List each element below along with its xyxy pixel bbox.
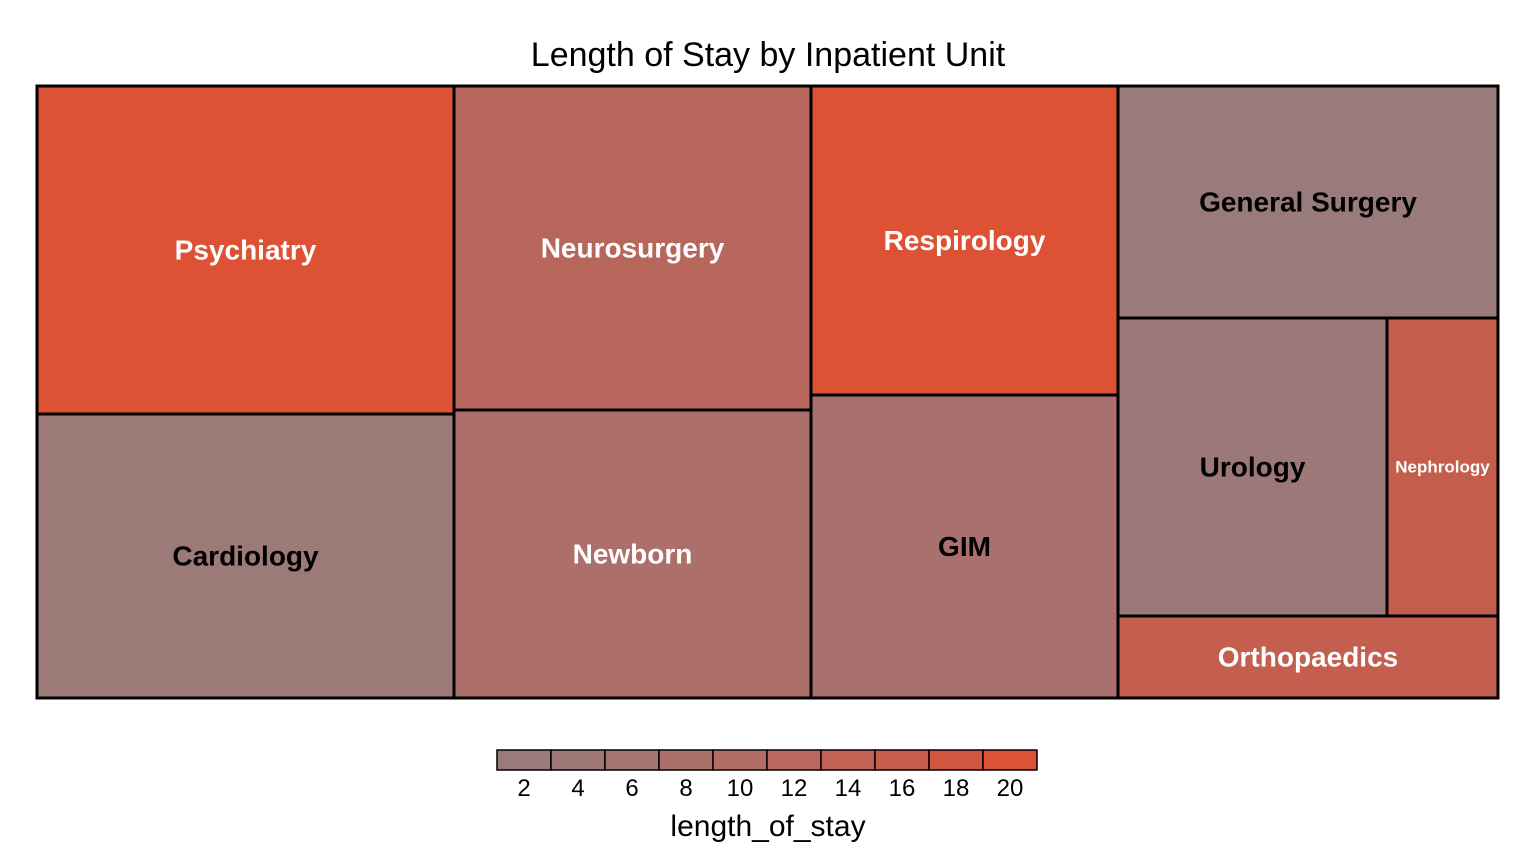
tile-label-general-surgery: General Surgery [1199,187,1417,218]
treemap-tiles: Psychiatry Cardiology Neurosurgery Newborn R… [35,84,1500,700]
tile-label-respirology: Respirology [884,225,1046,256]
legend-tick-label: 14 [835,775,862,802]
legend-swatch [658,749,714,771]
tile-cardiology [35,412,456,700]
legend-tick-label: 4 [571,775,584,802]
legend-tick-label: 6 [625,775,638,802]
tile-label-orthopaedics: Orthopaedics [1218,642,1398,673]
color-legend: 2 4 6 8 10 12 14 16 18 20 [496,749,1038,802]
legend-swatch [712,749,768,771]
tile-label-newborn: Newborn [573,539,693,570]
legend-swatch [982,749,1038,771]
legend-swatch [874,749,930,771]
legend-swatch [820,749,876,771]
legend-tick-label: 2 [517,775,530,802]
tile-psychiatry [35,84,456,416]
tile-label-neurosurgery: Neurosurgery [541,233,725,264]
plot-border [35,84,1500,700]
legend-title: length_of_stay [670,810,865,843]
legend-swatch [604,749,660,771]
tile-label-nephrology: Nephrology [1395,458,1490,477]
legend-tick-label: 16 [889,775,916,802]
legend-tick-label: 18 [943,775,970,802]
tile-gim [809,393,1120,700]
legend-tick-label: 20 [997,775,1024,802]
tile-label-cardiology: Cardiology [172,541,319,572]
legend-swatch [766,749,822,771]
tile-orthopaedics [1116,614,1500,700]
legend-tick-label: 10 [727,775,754,802]
tile-label-urology: Urology [1200,452,1306,483]
legend-swatch [928,749,984,771]
tile-label-psychiatry: Psychiatry [175,235,317,266]
legend-tick-label: 12 [781,775,808,802]
tile-label-gim: GIM [938,531,991,562]
chart-title: Length of Stay by Inpatient Unit [531,36,1006,74]
legend-swatch [496,749,552,771]
legend-tick-label: 8 [679,775,692,802]
legend-swatch [550,749,606,771]
tile-newborn [452,408,813,700]
tile-respirology [809,84,1120,397]
tile-urology [1116,316,1389,618]
